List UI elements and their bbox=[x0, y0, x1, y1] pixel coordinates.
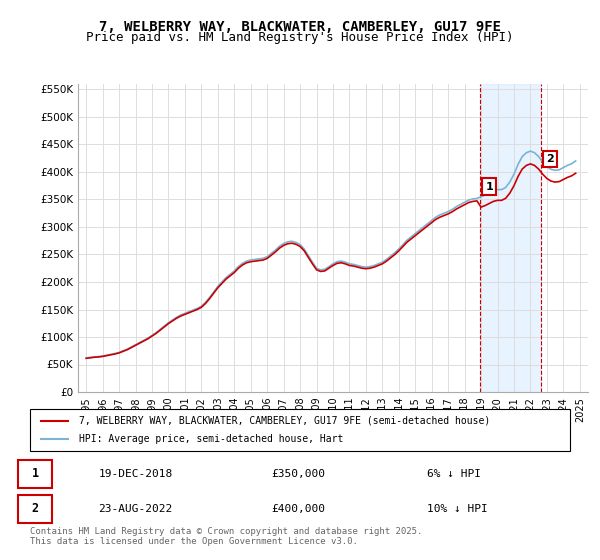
FancyBboxPatch shape bbox=[18, 460, 52, 488]
Text: 2: 2 bbox=[31, 502, 38, 515]
FancyBboxPatch shape bbox=[18, 495, 52, 523]
Text: 1: 1 bbox=[31, 468, 38, 480]
Text: 7, WELBERRY WAY, BLACKWATER, CAMBERLEY, GU17 9FE: 7, WELBERRY WAY, BLACKWATER, CAMBERLEY, … bbox=[99, 20, 501, 34]
Text: Contains HM Land Registry data © Crown copyright and database right 2025.
This d: Contains HM Land Registry data © Crown c… bbox=[30, 526, 422, 546]
Text: HPI: Average price, semi-detached house, Hart: HPI: Average price, semi-detached house,… bbox=[79, 434, 343, 444]
Text: 23-AUG-2022: 23-AUG-2022 bbox=[98, 504, 173, 514]
Text: £400,000: £400,000 bbox=[271, 504, 325, 514]
Text: 7, WELBERRY WAY, BLACKWATER, CAMBERLEY, GU17 9FE (semi-detached house): 7, WELBERRY WAY, BLACKWATER, CAMBERLEY, … bbox=[79, 416, 490, 426]
Text: 19-DEC-2018: 19-DEC-2018 bbox=[98, 469, 173, 479]
Text: 1: 1 bbox=[485, 181, 493, 192]
FancyBboxPatch shape bbox=[30, 409, 570, 451]
Text: 10% ↓ HPI: 10% ↓ HPI bbox=[427, 504, 487, 514]
Text: Price paid vs. HM Land Registry's House Price Index (HPI): Price paid vs. HM Land Registry's House … bbox=[86, 31, 514, 44]
Bar bbox=[481, 84, 541, 392]
Text: £350,000: £350,000 bbox=[271, 469, 325, 479]
Text: 2: 2 bbox=[546, 154, 554, 164]
Text: 6% ↓ HPI: 6% ↓ HPI bbox=[427, 469, 481, 479]
